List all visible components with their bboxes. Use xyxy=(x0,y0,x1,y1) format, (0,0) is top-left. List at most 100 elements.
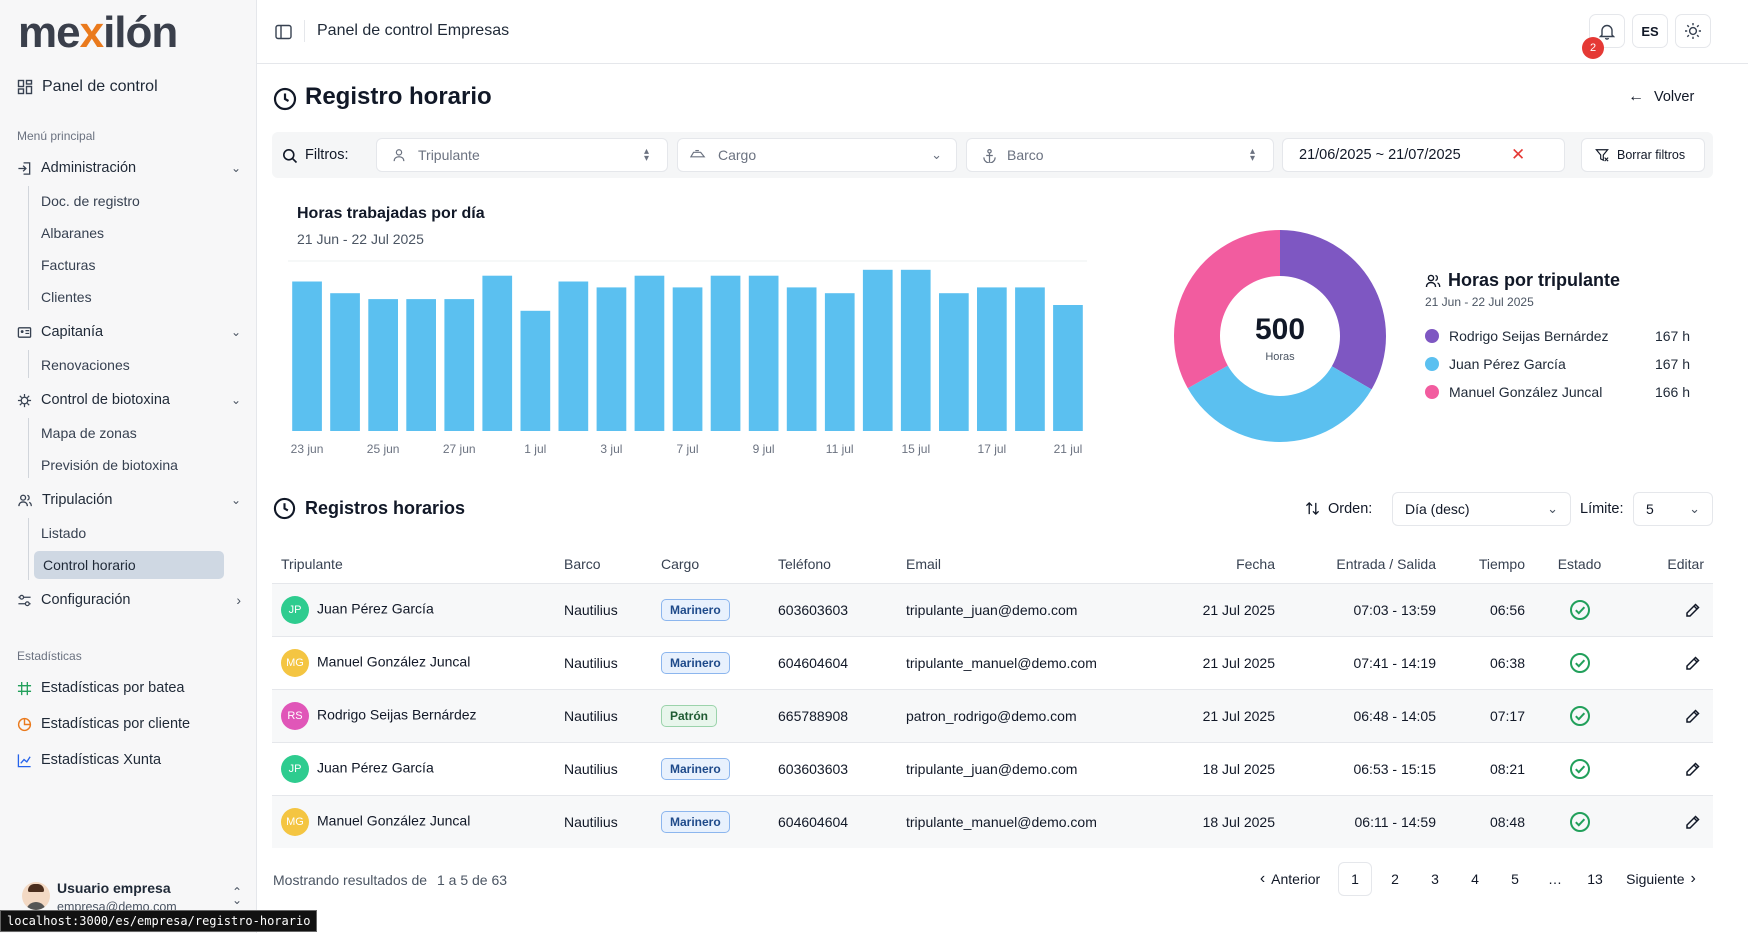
sidebar-item-capitania[interactable]: Capitanía ⌄ xyxy=(17,324,241,340)
column-header-barco[interactable]: Barco xyxy=(564,555,601,572)
table-row[interactable]: JP Juan Pérez García Nautilius Marinero 6036… xyxy=(272,582,1713,636)
bar[interactable] xyxy=(330,293,360,431)
column-header-cargo[interactable]: Cargo xyxy=(661,555,700,572)
sidebar-item-stats-batea[interactable]: Estadísticas por batea xyxy=(17,680,241,696)
cell-email: tripulante_manuel@demo.com xyxy=(906,635,1166,689)
page-button-5[interactable]: 5 xyxy=(1511,871,1519,887)
edit-pencil-icon[interactable] xyxy=(1685,761,1701,777)
bar[interactable] xyxy=(482,275,513,431)
edit-pencil-icon[interactable] xyxy=(1685,602,1701,618)
sidebar-item-control-horario[interactable]: Control horario xyxy=(43,557,136,573)
edit-pencil-icon[interactable] xyxy=(1685,655,1701,671)
avatar: MG xyxy=(281,807,309,836)
sidebar-item-biotoxina[interactable]: Control de biotoxina ⌄ xyxy=(17,392,241,408)
sidebar-item-stats-cliente[interactable]: Estadísticas por cliente xyxy=(17,716,241,732)
role-filter-select[interactable]: Cargo ⌄ xyxy=(677,138,957,172)
bar[interactable] xyxy=(672,287,703,431)
page-button-1[interactable]: 1 xyxy=(1338,862,1372,896)
boat-filter-select[interactable]: Barco ▴ ▾ xyxy=(966,138,1274,172)
column-header-editar[interactable]: Editar xyxy=(1667,555,1704,572)
prev-page-button[interactable]: ‹ Anterior xyxy=(1250,862,1330,896)
bar[interactable] xyxy=(406,299,436,431)
limit-select[interactable]: 5 ⌄ xyxy=(1633,492,1713,526)
table-row[interactable]: JP Juan Pérez García Nautilius Marinero 6036… xyxy=(272,741,1713,795)
back-button[interactable]: ← Volver xyxy=(1628,88,1694,106)
bar[interactable] xyxy=(596,287,627,431)
table-row[interactable]: RS Rodrigo Seijas Bernárdez Nautilius Patró… xyxy=(272,688,1713,742)
bar[interactable] xyxy=(444,299,475,431)
sidebar-item-albaranes[interactable]: Albaranes xyxy=(41,225,105,241)
page-button-4[interactable]: 4 xyxy=(1471,871,1479,887)
clear-filters-button[interactable]: Borrar filtros xyxy=(1581,138,1705,172)
arrow-left-icon: ← xyxy=(1628,88,1644,105)
bar[interactable] xyxy=(900,269,931,431)
bar[interactable] xyxy=(558,281,589,432)
page-button-2[interactable]: 2 xyxy=(1391,871,1399,887)
edit-pencil-icon[interactable] xyxy=(1685,708,1701,724)
donut-slice[interactable] xyxy=(1280,230,1386,390)
bar[interactable] xyxy=(748,275,779,431)
page-button-3[interactable]: 3 xyxy=(1431,871,1439,887)
bar[interactable] xyxy=(520,310,551,431)
edit-pencil-icon[interactable] xyxy=(1685,814,1701,830)
sidebar-item-doc-registro[interactable]: Doc. de registro xyxy=(41,193,140,209)
bar[interactable] xyxy=(634,275,665,431)
table-body: JP Juan Pérez García Nautilius Marinero 6036… xyxy=(272,582,1713,848)
sidebar-item-listado[interactable]: Listado xyxy=(41,525,87,541)
page-button-13[interactable]: 13 xyxy=(1587,871,1603,887)
id-card-icon xyxy=(17,326,32,338)
sidebar-item-control-horario-active[interactable] xyxy=(34,551,224,579)
sidebar-item-prevision[interactable]: Previsión de biotoxina xyxy=(41,457,178,473)
sidebar-item-stats-xunta[interactable]: Estadísticas Xunta xyxy=(17,752,241,768)
sidebar-item-clientes[interactable]: Clientes xyxy=(41,289,92,305)
sidebar-item-tripulacion[interactable]: Tripulación ⌄ xyxy=(17,492,241,508)
column-header-fecha[interactable]: Fecha xyxy=(1236,555,1275,572)
column-header-tiempo[interactable]: Tiempo xyxy=(1478,555,1525,572)
check-circle-icon xyxy=(1569,811,1590,832)
column-header-telefono[interactable]: Teléfono xyxy=(778,555,831,572)
bar[interactable] xyxy=(292,281,322,432)
next-page-button[interactable]: Siguiente › xyxy=(1616,862,1706,896)
table-row[interactable]: MG Manuel González Juncal Nautilius Mariner… xyxy=(272,635,1713,689)
clear-date-icon[interactable]: ✕ xyxy=(1511,145,1526,164)
bar[interactable] xyxy=(786,287,817,431)
bar[interactable] xyxy=(710,275,741,431)
donut-slice[interactable] xyxy=(1187,365,1372,442)
language-button[interactable]: ES xyxy=(1632,14,1668,48)
date-range-input[interactable]: 21/06/2025 ~ 21/07/2025 ✕ xyxy=(1282,138,1565,172)
theme-toggle-button[interactable] xyxy=(1675,14,1711,48)
bar[interactable] xyxy=(824,293,855,431)
cell-editar xyxy=(1618,688,1713,742)
order-select[interactable]: Día (desc) ⌄ xyxy=(1392,492,1571,526)
sidebar-item-dashboard[interactable]: Panel de control xyxy=(17,78,241,96)
bar[interactable] xyxy=(1053,305,1083,431)
donut-slice[interactable] xyxy=(1174,230,1280,389)
bar[interactable] xyxy=(1015,287,1045,431)
cell-editar xyxy=(1618,794,1713,848)
anchor-icon xyxy=(983,148,996,163)
sidebar-item-facturas[interactable]: Facturas xyxy=(41,257,96,273)
sidebar-toggle-icon[interactable] xyxy=(275,24,292,40)
submenu-divider xyxy=(28,186,29,310)
crew-filter-select[interactable]: Tripulante ▴ ▾ xyxy=(376,138,668,172)
cell-telefono: 604604604 xyxy=(778,794,906,848)
brand-logo[interactable]: mexilón xyxy=(18,8,178,57)
column-header-entrada-salida[interactable]: Entrada / Salida xyxy=(1336,555,1436,572)
bar[interactable] xyxy=(862,269,893,431)
column-header-tripulante[interactable]: Tripulante xyxy=(281,555,343,572)
sidebar-item-administracion[interactable]: Administración ⌄ xyxy=(17,160,241,176)
sidebar-item-configuracion[interactable]: Configuración › xyxy=(17,592,241,608)
url-status-tooltip: localhost:3000/es/empresa/registro-horar… xyxy=(0,910,318,932)
avatar: JP xyxy=(281,754,309,783)
legend-item: Juan Pérez García 167 h xyxy=(1425,356,1690,372)
sidebar-item-mapa-zonas[interactable]: Mapa de zonas xyxy=(41,425,137,441)
bar[interactable] xyxy=(368,299,398,431)
sidebar-item-renovaciones[interactable]: Renovaciones xyxy=(41,357,130,373)
column-header-email[interactable]: Email xyxy=(906,555,942,572)
bar[interactable] xyxy=(939,293,969,431)
table-row[interactable]: MG Manuel González Juncal Nautilius Mariner… xyxy=(272,794,1713,848)
bar[interactable] xyxy=(977,287,1007,431)
line-chart-icon xyxy=(17,753,31,767)
column-header-estado[interactable]: Estado xyxy=(1557,555,1602,572)
cell-estado xyxy=(1525,635,1618,689)
